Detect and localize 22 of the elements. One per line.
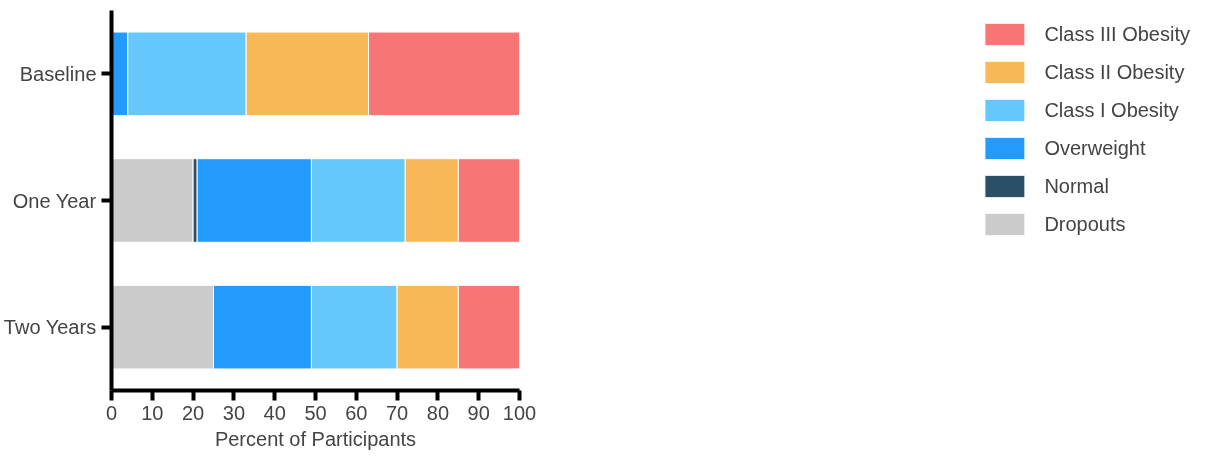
x-tick-label: 80: [426, 401, 450, 424]
y-tick-label: Two Years: [3, 316, 97, 339]
legend-label: Class III Obesity: [1044, 22, 1190, 46]
x-tick-label: 10: [141, 401, 164, 424]
x-tick-label: 30: [222, 401, 246, 424]
legend-label: Class I Obesity: [1044, 98, 1179, 122]
x-axis-title: Percent of Participants: [214, 427, 417, 450]
x-tick-label: 100: [502, 401, 537, 424]
legend-label: Dropouts: [1044, 212, 1126, 236]
bar: [111, 158, 194, 243]
x-tick-label: 90: [467, 401, 490, 424]
x-tick-label: 0: [105, 401, 118, 424]
x-tick-label: 40: [263, 401, 286, 424]
legend-label: Class II Obesity: [1044, 60, 1185, 84]
x-tick-label: 60: [345, 401, 368, 424]
legend-label: Normal: [1044, 174, 1109, 198]
y-tick-label: One Year: [12, 189, 97, 212]
x-tick-label: 70: [385, 401, 409, 424]
legend-label: Overweight: [1044, 136, 1146, 160]
x-tick-label: 50: [304, 401, 327, 424]
x-tick-label: 20: [181, 401, 205, 424]
y-tick-label: Baseline: [19, 62, 97, 85]
